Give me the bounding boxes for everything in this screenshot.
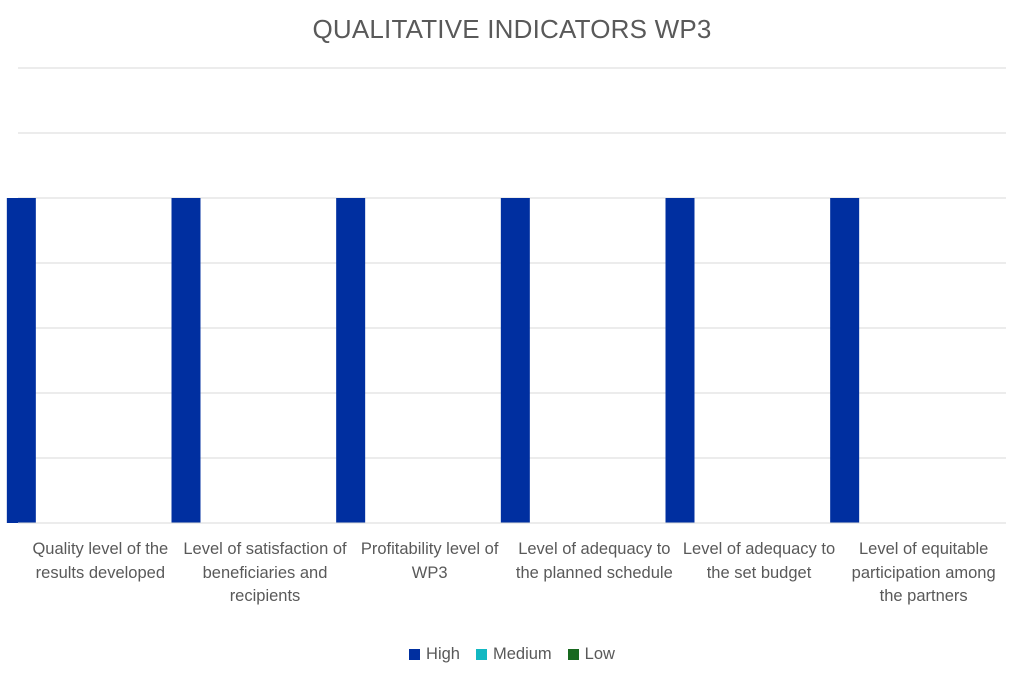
legend: High Medium Low xyxy=(0,645,1024,664)
legend-label: High xyxy=(426,645,460,663)
category-label: Level of equitable participation among t… xyxy=(851,540,996,605)
bar-high-5 xyxy=(665,198,695,523)
legend-label: Medium xyxy=(492,645,552,663)
chart-title: QUALITATIVE INDICATORS WP3 xyxy=(312,14,712,44)
legend-item-high: High xyxy=(409,645,460,664)
category-label: Profitability level of WP3 xyxy=(360,540,499,582)
category-label: Level of satisfaction of beneficiaries a… xyxy=(183,540,347,605)
legend-item-medium: Medium xyxy=(475,645,552,664)
legend-swatch xyxy=(475,649,487,660)
legend-swatch xyxy=(409,649,421,660)
legend-item-low: Low xyxy=(567,645,615,664)
category-label: Level of adequacy to the planned schedul… xyxy=(515,540,673,582)
category-label: Level of adequacy to the set budget xyxy=(682,540,836,582)
bar-high-4 xyxy=(500,198,530,523)
bar-high-3 xyxy=(336,198,366,523)
bars xyxy=(6,198,860,523)
bar-high-2 xyxy=(171,198,201,523)
legend-label: Low xyxy=(584,645,615,663)
bar-high-1 xyxy=(6,198,36,523)
legend-swatch xyxy=(567,649,579,660)
bar-high-6 xyxy=(830,198,860,523)
category-label: Quality level of the results developed xyxy=(32,540,169,582)
